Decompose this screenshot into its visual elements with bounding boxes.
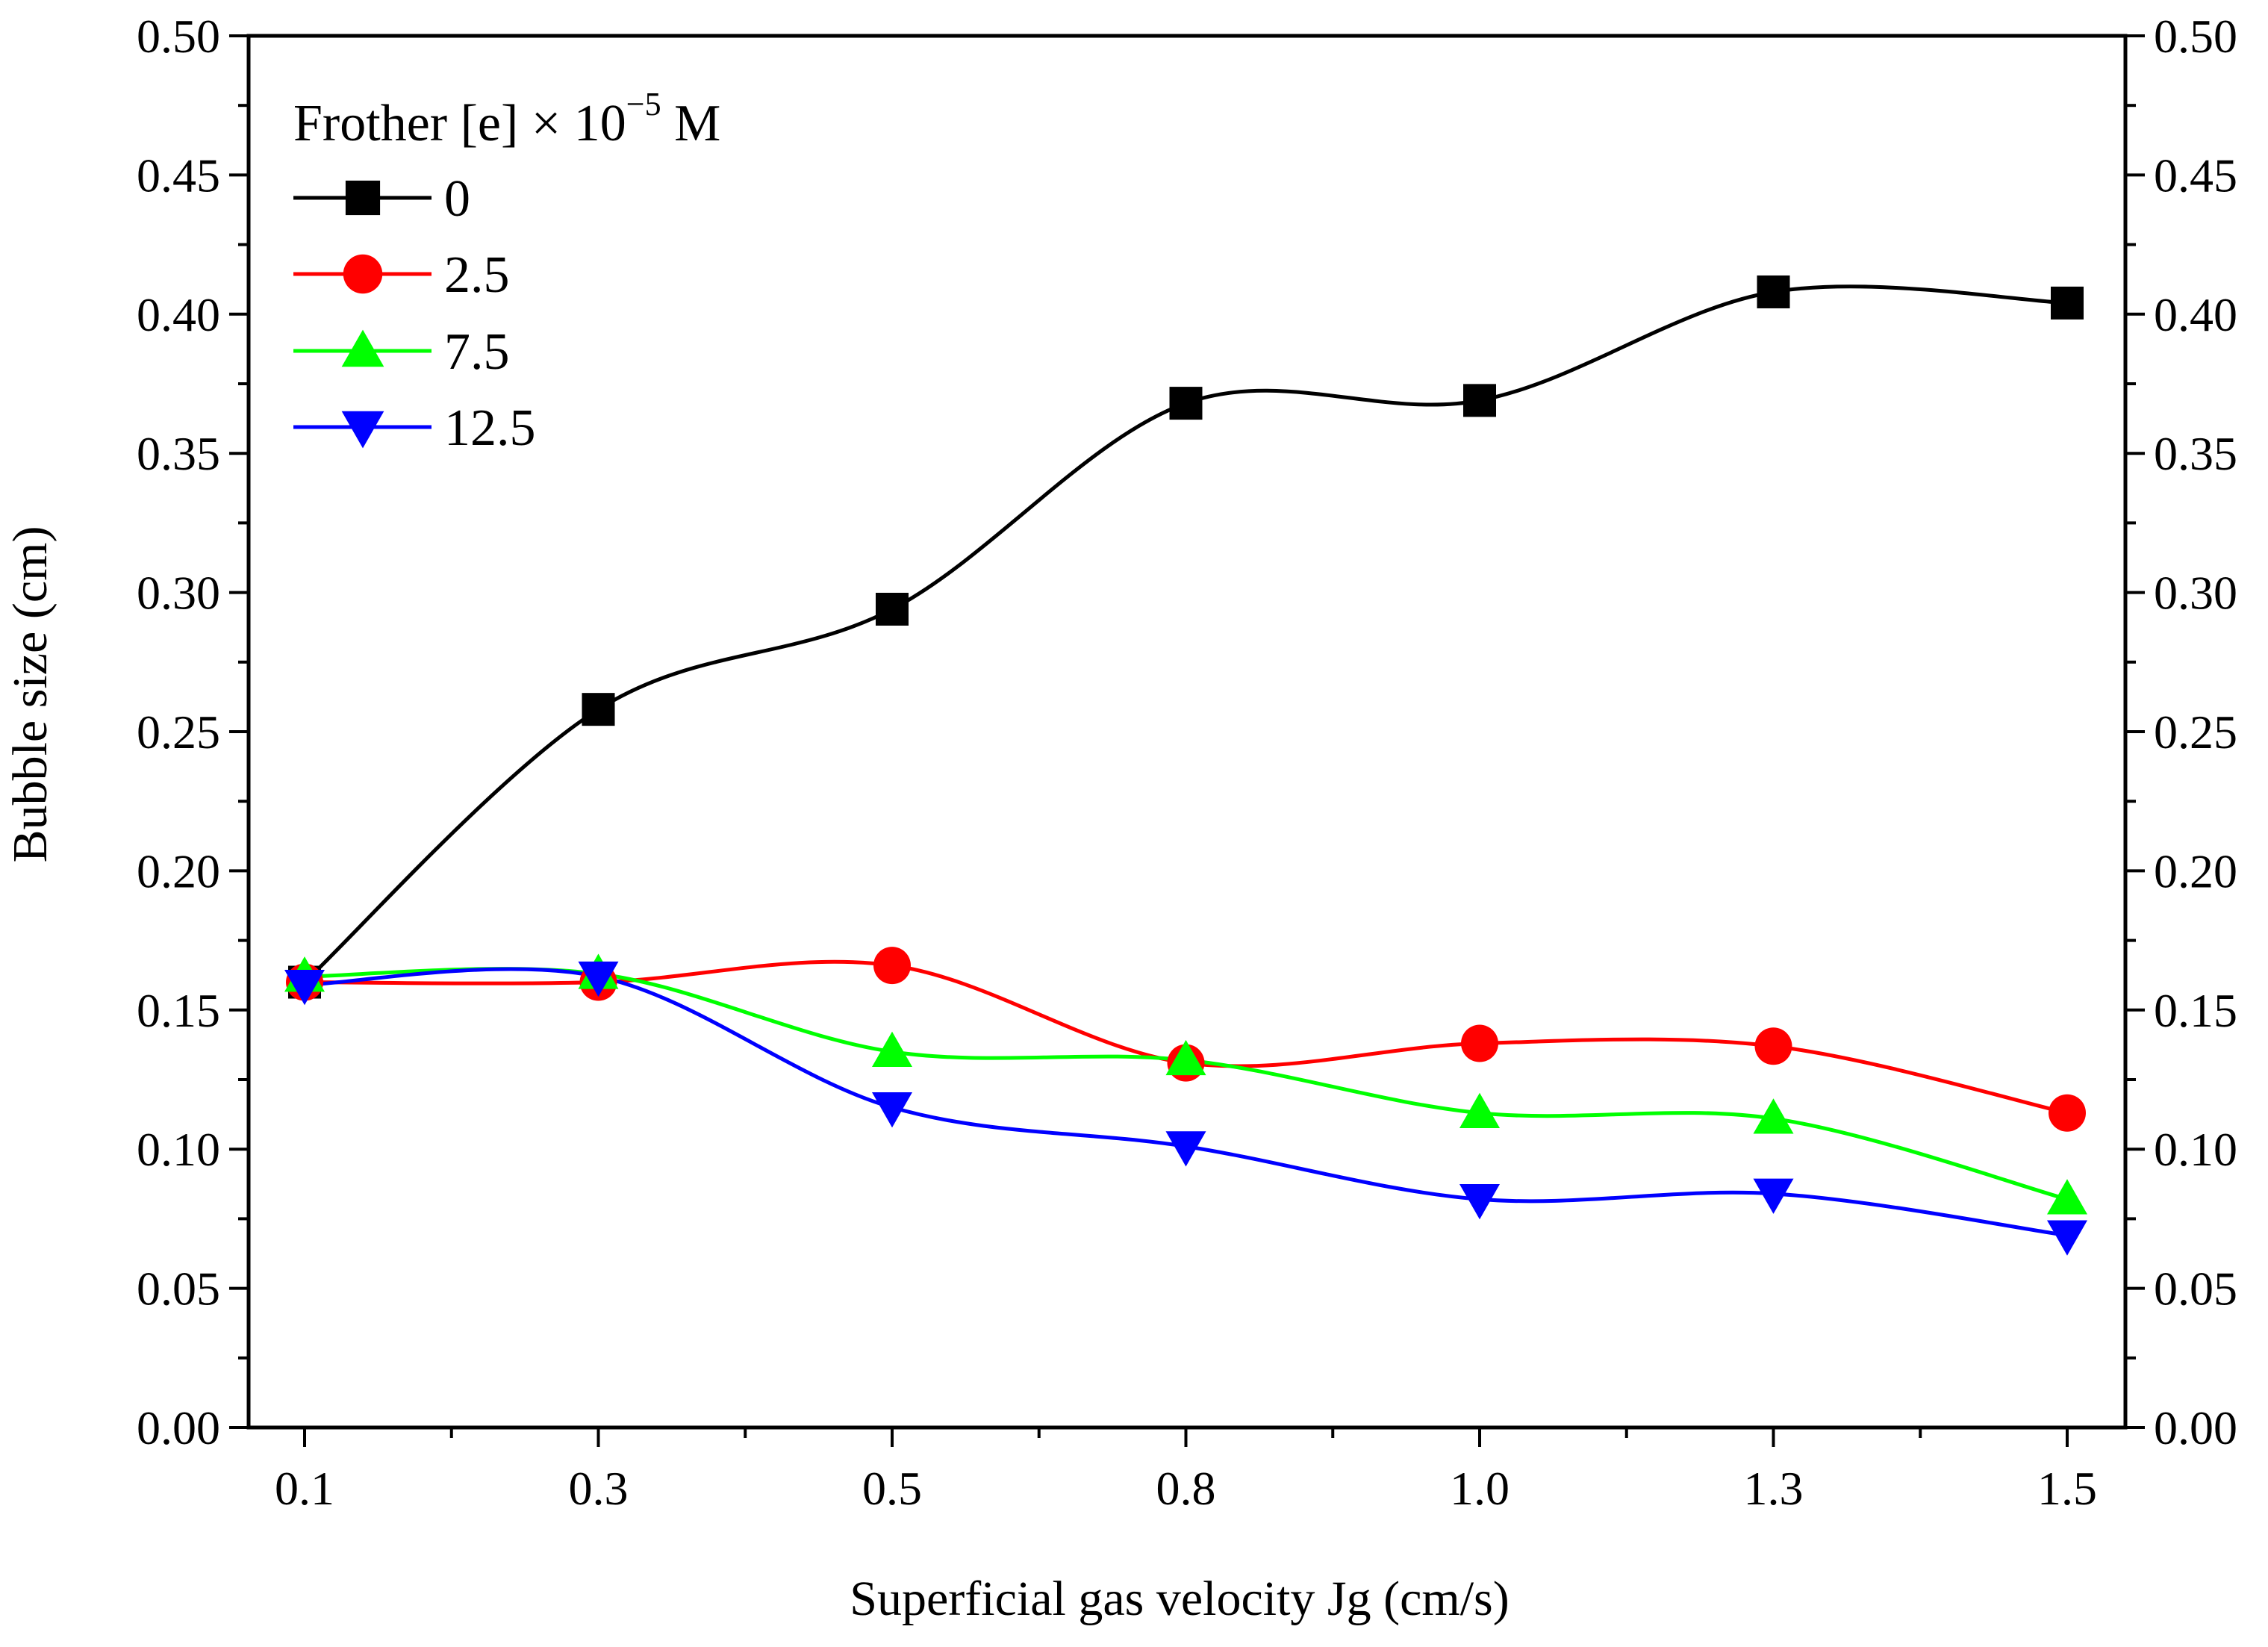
data-point: [578, 961, 619, 997]
data-point: [1459, 1092, 1500, 1128]
y-tick-label: 0.10: [137, 1123, 220, 1176]
legend-entries: 0 2.5 7.5 12.5: [293, 170, 536, 457]
data-point: [284, 969, 325, 1006]
x-tick-label: 0.5: [862, 1462, 922, 1515]
data-point: [872, 1031, 912, 1067]
series-markers: [284, 275, 2087, 1256]
legend-marker-2: [341, 329, 384, 367]
legend-marker-3: [341, 411, 384, 449]
axes: [246, 34, 2128, 1430]
y-tick-label: 0.45: [137, 149, 220, 202]
y-tick-label: 0.50: [137, 10, 220, 63]
legend-title: Frother [e] × 10−5 M: [293, 86, 720, 152]
data-point: [1754, 1027, 1792, 1065]
legend-title-prefix: Frother [e] × 10: [293, 95, 626, 152]
y2-tick-label: 0.10: [2154, 1123, 2237, 1176]
data-point: [1753, 1178, 1794, 1214]
y-tick-label: 0.15: [137, 984, 220, 1037]
data-point: [2051, 286, 2084, 320]
plot-frame: [246, 34, 2128, 1430]
y-tick-label: 0.40: [137, 288, 220, 341]
data-point: [582, 693, 615, 726]
legend-title-suffix: M: [661, 95, 721, 152]
data-point: [873, 947, 911, 985]
data-point: [1169, 387, 1203, 420]
y2-tick-label: 0.45: [2154, 149, 2237, 202]
series-curves: [303, 284, 2068, 1238]
y2-tick-label: 0.35: [2154, 427, 2237, 480]
legend-label-1: 2.5: [444, 246, 510, 304]
y2-tick-label: 0.15: [2154, 984, 2237, 1037]
y2-tick-label: 0.30: [2154, 567, 2237, 620]
legend-marker-1: [343, 254, 383, 294]
y-tick-label: 0.30: [137, 567, 220, 620]
ticks: 0.00 0.000.05 0.050.10 0.100.15 0.150.20 0.20…: [137, 10, 2237, 1515]
y2-tick-label: 0.00: [2154, 1401, 2237, 1454]
y-tick-label: 0.05: [137, 1263, 220, 1316]
series-line-3: [304, 967, 2068, 1238]
legend-marker-0: [345, 180, 381, 216]
data-point: [1753, 1098, 1794, 1134]
y2-tick-label: 0.40: [2154, 288, 2237, 341]
x-axis-title: Superficial gas velocity Jg (cm/s): [850, 1572, 1509, 1626]
y2-tick-label: 0.05: [2154, 1263, 2237, 1316]
y-axis-title: Bubble size (cm): [3, 526, 57, 863]
data-point: [1459, 1184, 1500, 1220]
legend-label-3: 12.5: [444, 399, 536, 457]
legend-title-exponent: −5: [626, 86, 661, 122]
y-tick-label: 0.35: [137, 427, 220, 480]
data-point: [1165, 1131, 1206, 1167]
data-point: [1463, 384, 1496, 417]
x-tick-label: 0.3: [569, 1462, 629, 1515]
legend: Frother [e] × 10−5 M 0 2.5 7.5 12.5: [293, 86, 720, 457]
data-point: [1461, 1024, 1498, 1062]
y2-tick-label: 0.20: [2154, 844, 2237, 897]
legend-label-2: 7.5: [444, 323, 510, 381]
x-tick-label: 0.1: [275, 1462, 334, 1515]
y-tick-label: 0.20: [137, 844, 220, 897]
x-tick-label: 0.8: [1156, 1462, 1216, 1515]
series-line-1: [304, 959, 2068, 1115]
data-point: [2047, 1179, 2087, 1215]
data-point: [2047, 1220, 2087, 1256]
y2-tick-label: 0.25: [2154, 706, 2237, 759]
y2-tick-label: 0.50: [2154, 10, 2237, 63]
data-point: [1757, 275, 1790, 308]
data-point: [872, 1092, 912, 1128]
data-point: [2049, 1094, 2086, 1132]
y-tick-label: 0.25: [137, 706, 220, 759]
data-point: [1165, 1039, 1206, 1076]
x-tick-label: 1.0: [1450, 1462, 1510, 1515]
legend-label-0: 0: [444, 170, 470, 228]
x-tick-label: 1.5: [2037, 1462, 2097, 1515]
data-point: [876, 592, 909, 626]
y-tick-label: 0.00: [137, 1401, 220, 1454]
x-tick-label: 1.3: [1744, 1462, 1804, 1515]
